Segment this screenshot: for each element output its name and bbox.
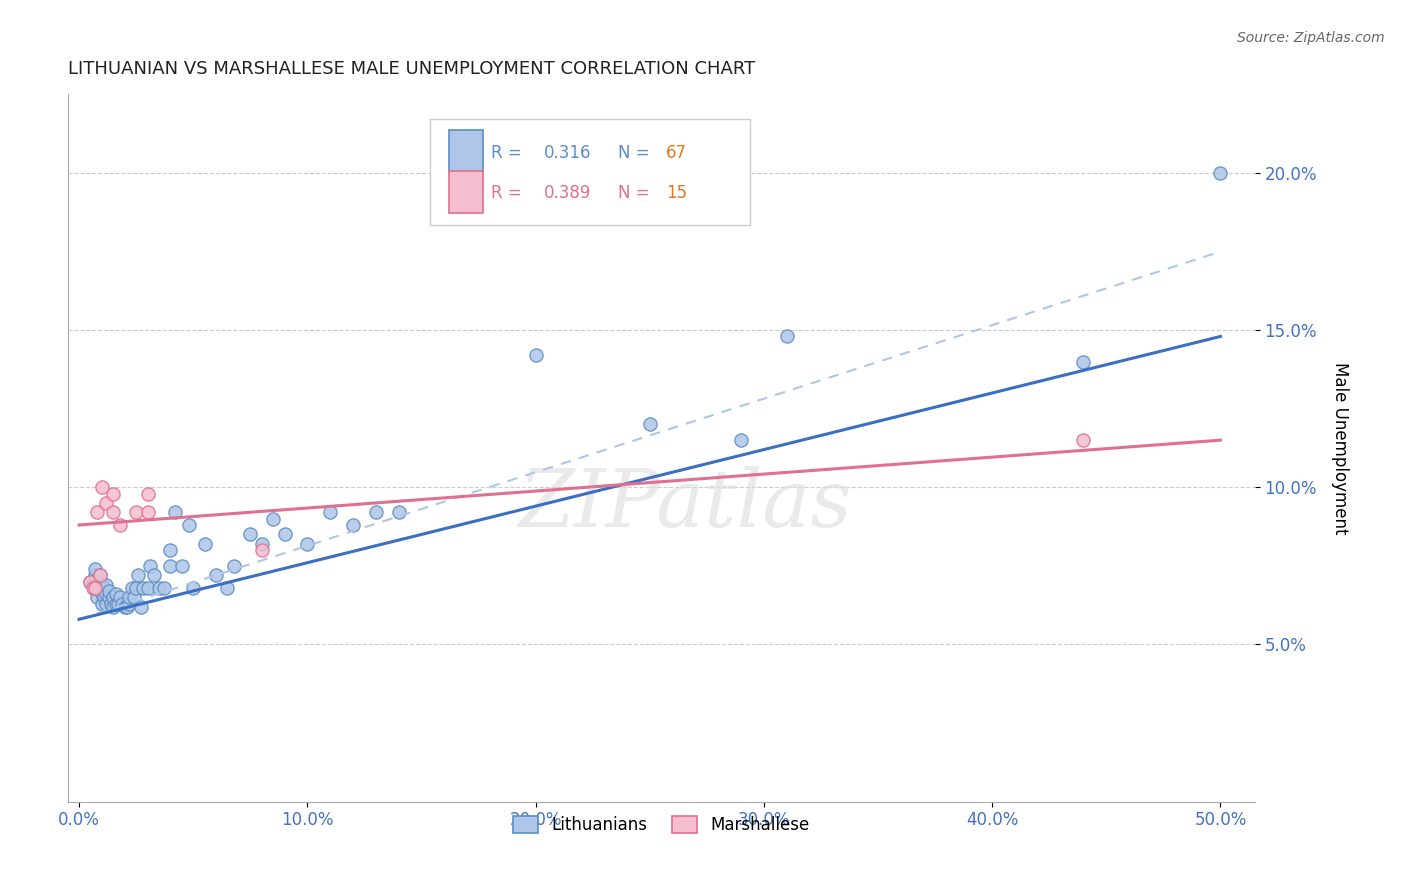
Text: Source: ZipAtlas.com: Source: ZipAtlas.com <box>1237 31 1385 45</box>
Point <box>84 562 107 576</box>
Point <box>121 581 143 595</box>
Point <box>159 558 181 573</box>
Point <box>103 505 125 519</box>
Point <box>205 568 228 582</box>
Point <box>84 581 107 595</box>
Point <box>152 581 174 595</box>
Point <box>194 537 217 551</box>
Point <box>103 591 125 605</box>
Text: 0.316: 0.316 <box>544 145 591 162</box>
Point <box>108 591 131 605</box>
Point <box>524 348 547 362</box>
Point <box>86 505 108 519</box>
Point <box>96 578 118 592</box>
Point <box>118 597 141 611</box>
Point <box>111 597 134 611</box>
Point <box>97 591 120 605</box>
FancyBboxPatch shape <box>449 130 484 172</box>
Point <box>97 584 120 599</box>
Point <box>273 527 295 541</box>
Point <box>148 581 170 595</box>
Point <box>90 578 112 592</box>
Y-axis label: Male Unemployment: Male Unemployment <box>1331 362 1348 534</box>
Point <box>114 599 136 614</box>
Legend: Lithuanians, Marshallese: Lithuanians, Marshallese <box>505 808 818 843</box>
Point <box>136 505 159 519</box>
Point <box>115 599 138 614</box>
Point <box>262 512 284 526</box>
Point <box>103 599 125 614</box>
Point <box>638 417 661 432</box>
Text: ZIPatlas: ZIPatlas <box>519 466 852 543</box>
Point <box>1209 166 1232 180</box>
Point <box>93 581 115 595</box>
Text: 15: 15 <box>666 185 688 202</box>
Point <box>79 574 101 589</box>
Point <box>103 486 125 500</box>
Point <box>163 505 186 519</box>
Point <box>100 597 122 611</box>
Point <box>96 496 118 510</box>
Point <box>89 574 111 589</box>
Point <box>250 537 273 551</box>
Point <box>319 505 342 519</box>
Point <box>82 578 104 592</box>
Point <box>239 527 262 541</box>
Point <box>217 581 239 595</box>
Point <box>90 597 112 611</box>
Point <box>93 591 115 605</box>
Point <box>159 543 181 558</box>
Point <box>177 518 200 533</box>
Point <box>730 433 752 447</box>
Point <box>89 568 111 582</box>
Point <box>86 591 108 605</box>
Point <box>143 568 166 582</box>
Point <box>139 558 162 573</box>
Point <box>125 581 148 595</box>
Text: N =: N = <box>619 145 655 162</box>
Point <box>118 591 141 605</box>
Point <box>388 505 411 519</box>
Point <box>342 518 364 533</box>
Point <box>104 587 127 601</box>
Point <box>84 568 107 582</box>
Text: 67: 67 <box>666 145 688 162</box>
FancyBboxPatch shape <box>430 120 751 226</box>
Point <box>776 329 799 343</box>
Point <box>364 505 387 519</box>
Point <box>122 591 145 605</box>
Point <box>90 587 112 601</box>
Point <box>84 581 107 595</box>
Point <box>136 486 159 500</box>
FancyBboxPatch shape <box>449 170 484 212</box>
Text: R =: R = <box>492 145 527 162</box>
Point <box>1073 433 1095 447</box>
Point <box>96 597 118 611</box>
Point <box>79 574 101 589</box>
Point <box>96 587 118 601</box>
Text: LITHUANIAN VS MARSHALLESE MALE UNEMPLOYMENT CORRELATION CHART: LITHUANIAN VS MARSHALLESE MALE UNEMPLOYM… <box>67 60 755 78</box>
Point <box>250 543 273 558</box>
Point <box>107 597 129 611</box>
Point <box>297 537 319 551</box>
Point <box>82 581 104 595</box>
Point <box>181 581 204 595</box>
Point <box>90 480 112 494</box>
Point <box>89 568 111 582</box>
Point <box>132 581 155 595</box>
Point <box>224 558 246 573</box>
Point <box>129 599 152 614</box>
Point <box>127 568 149 582</box>
Point <box>1073 354 1095 368</box>
Text: R =: R = <box>492 185 527 202</box>
Point <box>136 581 159 595</box>
Point <box>104 597 127 611</box>
Text: 0.389: 0.389 <box>544 185 591 202</box>
Point <box>108 518 131 533</box>
Text: N =: N = <box>619 185 655 202</box>
Point <box>170 558 193 573</box>
Point <box>86 581 108 595</box>
Point <box>125 505 148 519</box>
